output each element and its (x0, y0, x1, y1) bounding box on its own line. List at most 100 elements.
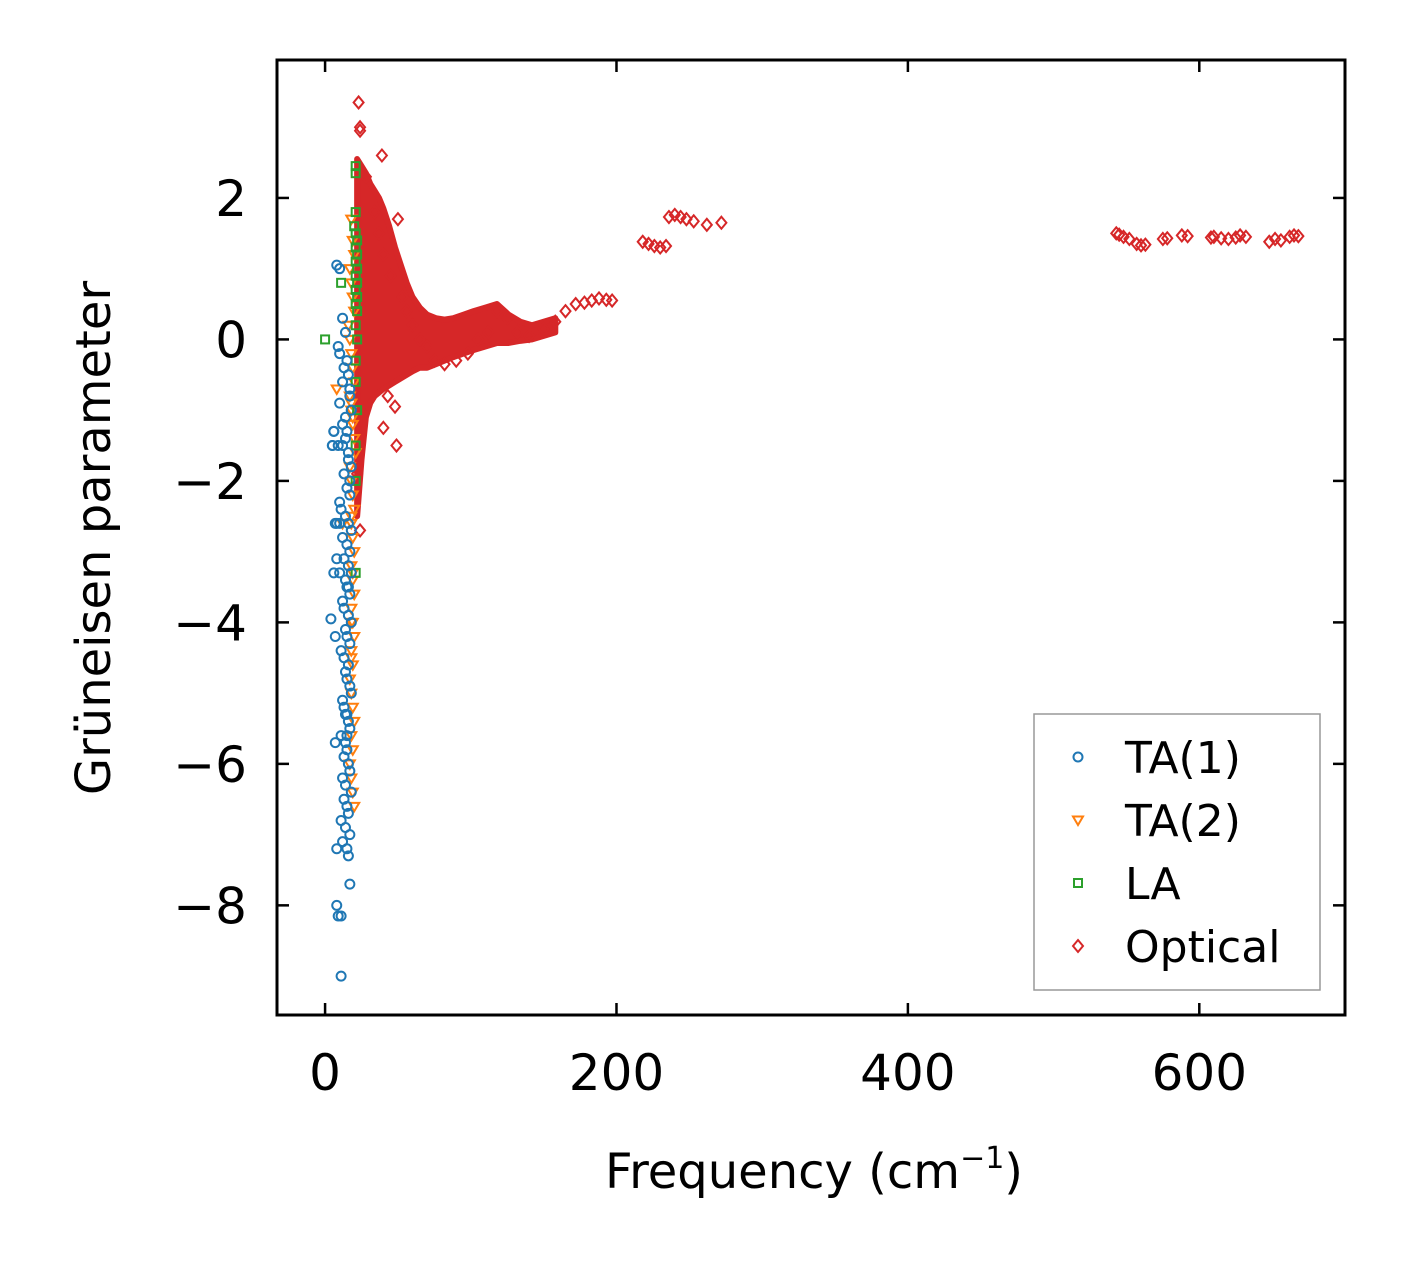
optical-point (391, 211, 405, 227)
ta-1-point (342, 447, 354, 459)
optical-point (700, 217, 714, 233)
y-tick-label: −2 (173, 453, 247, 511)
ta-1-point (334, 567, 346, 579)
legend-label-optical: Optical (1125, 922, 1280, 973)
optical-point (559, 303, 572, 319)
ta-1-point (331, 553, 343, 565)
la-point (350, 475, 361, 486)
optical-point (537, 321, 550, 337)
ta-1-point (342, 758, 354, 770)
optical-point (548, 314, 562, 330)
optical-point (605, 292, 619, 309)
la-point (350, 440, 361, 451)
optical-point (1229, 229, 1243, 246)
optical-point (390, 437, 403, 454)
optical-point (353, 123, 367, 139)
la-point (350, 376, 361, 387)
optical-point (1239, 229, 1253, 245)
ta-1-point (331, 843, 343, 855)
optical-point (1160, 230, 1174, 246)
ta-1-point (344, 489, 356, 501)
ta-2-point (329, 384, 344, 396)
ta-1-point (334, 496, 346, 508)
ta-1-point (337, 376, 349, 388)
x-axis-label-close: ) (1004, 1144, 1023, 1200)
optical-point (522, 328, 536, 344)
optical-point (1204, 229, 1218, 246)
ta-1-point (339, 708, 351, 720)
ta-1-point (344, 829, 356, 841)
optical-point (400, 303, 413, 319)
optical-dense-region (354, 156, 559, 520)
optical-point (1123, 231, 1136, 247)
ta-1-point (345, 567, 357, 579)
ta-1-point (344, 878, 356, 890)
ta-1-point (341, 425, 353, 437)
ta-1-point (339, 737, 351, 749)
la-point (350, 168, 361, 179)
optical-point (352, 94, 365, 111)
optical-point (1274, 232, 1288, 248)
la-point (320, 334, 331, 345)
ta-1-point (345, 786, 357, 798)
ta-1-point (344, 680, 356, 692)
ta-1-point (337, 694, 349, 706)
optical-point (428, 353, 441, 369)
ta-1-point (342, 807, 354, 819)
ta-1-point (344, 475, 356, 487)
legend-marker-optical (1071, 938, 1085, 954)
la-point (350, 567, 361, 578)
optical-point (471, 331, 485, 347)
optical-point (1207, 229, 1221, 245)
ta-1-point (344, 390, 356, 402)
ta-1-point (329, 517, 341, 529)
ta-1-point (342, 850, 354, 862)
optical-point (375, 147, 389, 164)
optical-point (490, 303, 504, 319)
y-tick-label: 0 (215, 311, 247, 369)
optical-point (1262, 234, 1276, 250)
ta-1-point (344, 383, 356, 395)
ta-1-point (339, 666, 351, 678)
ta-1-point (328, 567, 340, 579)
ta-1-point (326, 440, 338, 452)
ta-1-point (344, 765, 356, 777)
ta-2-point (347, 716, 361, 729)
ta-2-point (347, 433, 361, 446)
ta-1-point (342, 454, 354, 466)
ta-1-point (332, 440, 344, 452)
legend-items: TA(1) TA(2) LA Optical (1071, 733, 1280, 973)
legend-label-la: LA (1125, 859, 1181, 910)
ta-1-point (328, 425, 340, 437)
legend: TA(1) TA(2) LA Optical (1033, 713, 1321, 991)
legend-item-ta-2: TA(2) (1071, 796, 1241, 847)
ta-1-point (331, 899, 343, 911)
x-axis-label: Frequency (cm−1) (605, 1141, 1023, 1200)
series-la (320, 161, 363, 578)
ta-1-point (341, 800, 353, 812)
ta-2-point (344, 511, 359, 524)
legend-marker-ta-2 (1071, 815, 1085, 827)
optical-point (413, 331, 427, 347)
ta-1-point (344, 588, 356, 600)
optical-point (350, 466, 364, 482)
optical-point (377, 246, 390, 263)
y-axis-label: Grüneisen parameter (66, 281, 122, 796)
optical-point (420, 338, 434, 355)
x-tick-label: 0 (309, 1044, 341, 1102)
optical-point (377, 420, 390, 436)
optical-point (353, 119, 367, 135)
ta-1-point (337, 595, 349, 607)
optical-point (1134, 237, 1148, 253)
la-point (350, 207, 361, 218)
ta-1-point (337, 312, 349, 324)
x-tick-label: 600 (1152, 1044, 1247, 1102)
ta-2-point (347, 504, 361, 517)
x-axis-label-main: Frequency (cm (605, 1144, 960, 1200)
y-tick-label: −4 (173, 594, 247, 652)
optical-point (1181, 228, 1194, 244)
optical-point (511, 324, 524, 340)
optical-point (438, 356, 451, 372)
scatter-points (320, 94, 1305, 982)
